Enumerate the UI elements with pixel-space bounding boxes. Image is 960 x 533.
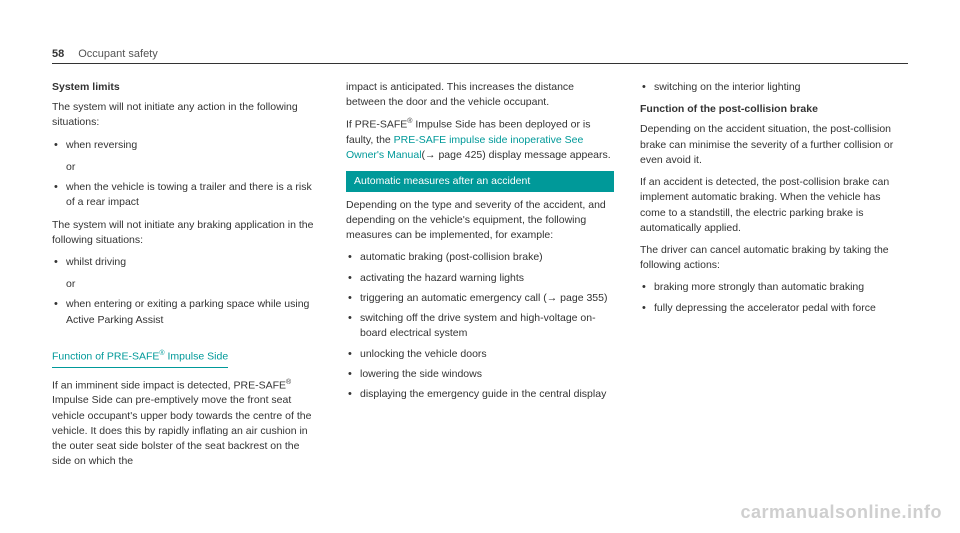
- body-text: The driver can cancel automatic braking …: [640, 243, 908, 273]
- arrow-icon: →: [425, 149, 436, 161]
- list-item: fully depressing the accelerator pedal w…: [640, 301, 908, 316]
- page-header: 58 Occupant safety: [52, 48, 908, 64]
- or-text: or: [52, 160, 320, 175]
- column-1: System limits The system will not initia…: [52, 80, 320, 476]
- body-text: If an imminent side impact is detected, …: [52, 378, 320, 470]
- list-item: when entering or exiting a parking space…: [52, 297, 320, 327]
- section-title: Occupant safety: [78, 48, 158, 60]
- subheading-presafe: Function of PRE-SAFE® Impulse Side: [52, 335, 320, 378]
- bullet-list: when the vehicle is towing a trailer and…: [52, 180, 320, 210]
- page-number: 58: [52, 48, 64, 60]
- list-item: lowering the side windows: [346, 367, 614, 382]
- heading-system-limits: System limits: [52, 80, 320, 95]
- list-item: unlocking the vehicle doors: [346, 347, 614, 362]
- list-item: automatic braking (post-collision brake): [346, 250, 614, 265]
- content-columns: System limits The system will not initia…: [52, 80, 908, 476]
- bullet-list: when reversing: [52, 138, 320, 153]
- body-text: Depending on the accident situation, the…: [640, 122, 908, 168]
- heading-post-collision: Function of the post-collision brake: [640, 102, 908, 117]
- list-item: braking more strongly than automatic bra…: [640, 280, 908, 295]
- subheading-text: Function of PRE-SAFE: [52, 350, 159, 362]
- list-item: triggering an automatic emergency call (…: [346, 291, 614, 306]
- or-text: or: [52, 277, 320, 292]
- body-text: impact is anticipated. This increases th…: [346, 80, 614, 110]
- bullet-list: switching on the interior lighting: [640, 80, 908, 95]
- bullet-list: when entering or exiting a parking space…: [52, 297, 320, 327]
- subheading-text: Impulse Side: [165, 350, 229, 362]
- body-text: If an accident is detected, the post-col…: [640, 175, 908, 236]
- section-banner: Automatic measures after an accident: [346, 171, 614, 192]
- list-item: when reversing: [52, 138, 320, 153]
- body-text: Depending on the type and severity of th…: [346, 198, 614, 244]
- column-2: impact is anticipated. This increases th…: [346, 80, 614, 476]
- bullet-list: whilst driving: [52, 255, 320, 270]
- bullet-list: automatic braking (post-collision brake)…: [346, 250, 614, 402]
- list-item: displaying the emergency guide in the ce…: [346, 387, 614, 402]
- list-item: switching on the interior lighting: [640, 80, 908, 95]
- list-item: switching off the drive system and high-…: [346, 311, 614, 341]
- column-3: switching on the interior lighting Funct…: [640, 80, 908, 476]
- bullet-list: braking more strongly than automatic bra…: [640, 280, 908, 315]
- list-item: whilst driving: [52, 255, 320, 270]
- body-text: The system will not initiate any action …: [52, 100, 320, 130]
- list-item: when the vehicle is towing a trailer and…: [52, 180, 320, 210]
- list-item: activating the hazard warning lights: [346, 271, 614, 286]
- watermark: carmanualsonline.info: [740, 502, 942, 523]
- arrow-icon: →: [547, 292, 558, 304]
- body-text: If PRE-SAFE® Impulse Side has been deplo…: [346, 117, 614, 163]
- body-text: The system will not initiate any braking…: [52, 218, 320, 248]
